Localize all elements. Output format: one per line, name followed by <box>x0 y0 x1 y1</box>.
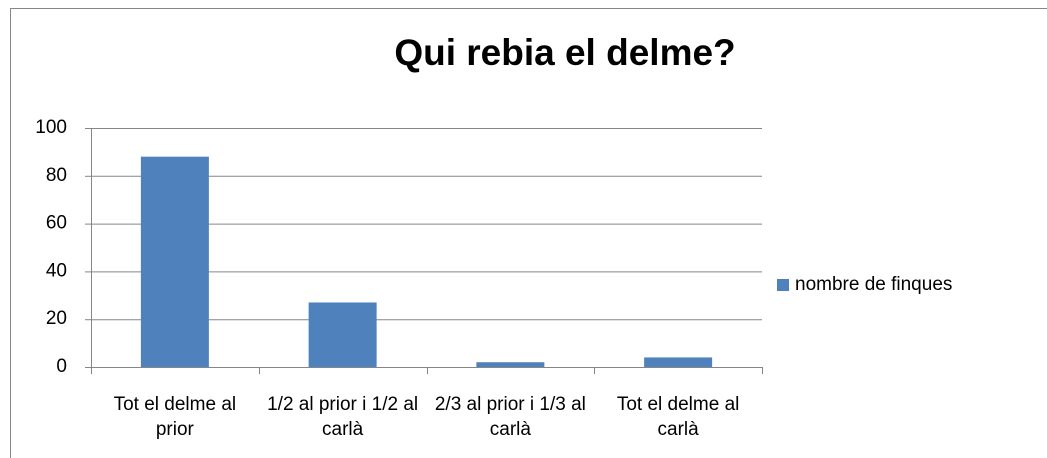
bar <box>140 156 209 367</box>
chart-title: Qui rebia el delme? <box>394 32 735 73</box>
legend-label: nombre de finques <box>795 274 952 295</box>
x-tick-label: 2/3 al prior i 1/3 al carlà <box>434 394 586 440</box>
y-tick-label: 100 <box>35 117 67 138</box>
legend-swatch <box>777 279 789 291</box>
bar <box>308 302 377 367</box>
bar <box>644 357 713 367</box>
x-tick-label: 1/2 al prior i 1/2 al carlà <box>267 394 419 440</box>
y-tick-label: 20 <box>46 308 67 329</box>
x-tick-label: Tot el delme al carlà <box>616 394 740 440</box>
y-tick-label: 80 <box>46 165 67 186</box>
y-tick-label: 60 <box>46 213 67 234</box>
chart-frame <box>10 8 1047 458</box>
bar <box>476 362 545 367</box>
y-tick-label: 0 <box>56 356 67 377</box>
x-tick-label: Tot el delme al prior <box>113 394 237 440</box>
y-tick-label: 40 <box>46 260 67 281</box>
